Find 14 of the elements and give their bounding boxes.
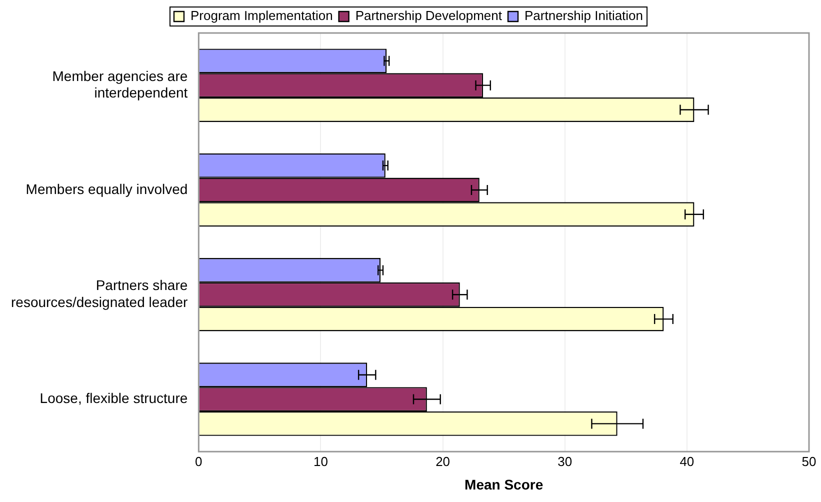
x-tick-label: 50 [802,454,816,469]
x-tick-label: 40 [680,454,694,469]
x-tick-label: 0 [195,454,202,469]
legend-label: Partnership Initiation [524,8,644,24]
y-tick-label: Loose, flexible structure [40,390,188,406]
legend-label: Partnership Development [355,8,502,24]
y-tick-label: Member agencies are interdependent [52,68,188,101]
x-tick-label: 30 [558,454,572,469]
x-axis-title: Mean Score [464,476,544,492]
y-tick-label: Members equally involved [26,180,188,197]
x-tick-label: 10 [314,454,328,469]
legend-label: Program Implementation [190,8,333,24]
y-tick-label: Partners share resources/designated leader [10,277,188,310]
x-tick-label: 20 [436,454,450,469]
